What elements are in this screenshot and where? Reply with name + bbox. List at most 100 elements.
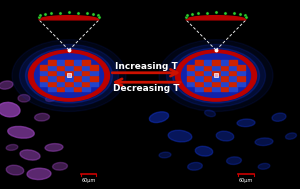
Bar: [48, 65, 56, 70]
Circle shape: [34, 54, 104, 97]
Ellipse shape: [34, 113, 50, 121]
Ellipse shape: [255, 138, 273, 146]
Bar: [229, 76, 237, 81]
Bar: [220, 65, 228, 70]
Bar: [212, 87, 220, 91]
Circle shape: [26, 48, 112, 103]
Bar: [195, 60, 203, 65]
Bar: [48, 76, 56, 81]
Circle shape: [159, 40, 273, 112]
Bar: [220, 87, 228, 91]
Bar: [212, 70, 220, 75]
Bar: [82, 87, 90, 91]
Bar: [187, 65, 194, 70]
Bar: [229, 87, 237, 91]
Bar: [65, 87, 73, 91]
Bar: [48, 60, 56, 65]
Bar: [74, 65, 81, 70]
Bar: [212, 65, 220, 70]
Ellipse shape: [272, 113, 286, 121]
Text: Decreasing T: Decreasing T: [113, 84, 179, 93]
Bar: [204, 81, 212, 86]
Bar: [65, 70, 73, 75]
Bar: [187, 81, 194, 86]
Bar: [238, 70, 245, 75]
Ellipse shape: [168, 130, 192, 142]
Ellipse shape: [226, 157, 242, 164]
Bar: [74, 81, 81, 86]
Bar: [187, 76, 194, 81]
Ellipse shape: [6, 165, 24, 175]
Bar: [57, 87, 64, 91]
Ellipse shape: [6, 144, 18, 150]
Ellipse shape: [45, 144, 63, 151]
Bar: [212, 60, 220, 65]
Bar: [195, 81, 203, 86]
Ellipse shape: [18, 94, 30, 102]
Bar: [220, 76, 228, 81]
Ellipse shape: [216, 131, 234, 141]
Bar: [91, 70, 98, 75]
Bar: [91, 76, 98, 81]
Bar: [82, 76, 90, 81]
Bar: [74, 76, 81, 81]
Ellipse shape: [188, 162, 202, 170]
Bar: [195, 70, 203, 75]
Bar: [57, 60, 64, 65]
Bar: [57, 76, 64, 81]
Circle shape: [167, 44, 266, 107]
Bar: [91, 81, 98, 86]
Bar: [40, 81, 47, 86]
Bar: [212, 81, 220, 86]
Ellipse shape: [258, 163, 270, 169]
Bar: [187, 70, 194, 75]
Circle shape: [20, 44, 118, 107]
Bar: [57, 70, 64, 75]
Bar: [82, 81, 90, 86]
Bar: [229, 70, 237, 75]
Circle shape: [176, 50, 256, 101]
Bar: [229, 60, 237, 65]
Bar: [204, 60, 212, 65]
Bar: [204, 76, 212, 81]
Bar: [204, 65, 212, 70]
Bar: [48, 87, 56, 91]
Bar: [40, 76, 47, 81]
Ellipse shape: [27, 168, 51, 180]
Bar: [57, 81, 64, 86]
Bar: [65, 76, 73, 81]
Bar: [204, 70, 212, 75]
Bar: [74, 87, 81, 91]
Bar: [220, 70, 228, 75]
Bar: [91, 65, 98, 70]
Text: 60μm: 60μm: [81, 178, 96, 183]
Ellipse shape: [237, 119, 255, 127]
Bar: [229, 65, 237, 70]
Bar: [65, 65, 73, 70]
Ellipse shape: [0, 102, 20, 117]
Bar: [229, 81, 237, 86]
Bar: [40, 70, 47, 75]
Bar: [48, 70, 56, 75]
Bar: [212, 76, 220, 81]
Bar: [195, 76, 203, 81]
Bar: [82, 65, 90, 70]
Bar: [82, 70, 90, 75]
Bar: [238, 65, 245, 70]
Ellipse shape: [8, 126, 34, 138]
Bar: [40, 65, 47, 70]
Bar: [82, 60, 90, 65]
Text: 60μm: 60μm: [239, 178, 253, 183]
Polygon shape: [186, 16, 246, 20]
Ellipse shape: [286, 133, 296, 139]
Bar: [74, 70, 81, 75]
Bar: [195, 65, 203, 70]
Bar: [65, 60, 73, 65]
Bar: [238, 81, 245, 86]
Circle shape: [182, 54, 250, 97]
Bar: [74, 60, 81, 65]
Circle shape: [28, 50, 110, 101]
Polygon shape: [39, 16, 99, 20]
Bar: [204, 87, 212, 91]
Bar: [238, 76, 245, 81]
